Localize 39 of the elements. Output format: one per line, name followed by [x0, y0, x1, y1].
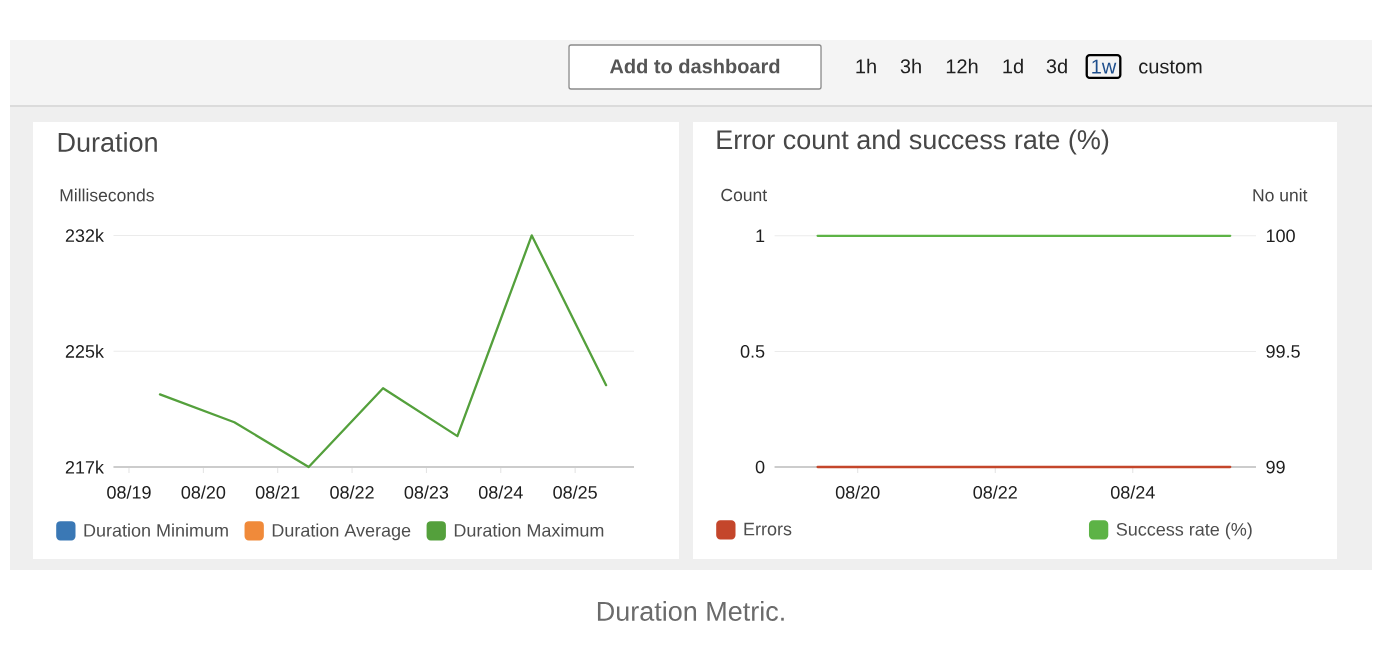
y2-tick-label: 99.5: [1266, 345, 1300, 358]
text: Add to dashboard: [609, 58, 780, 74]
text: 3h: [900, 58, 921, 74]
y-tick-label: 0: [755, 460, 765, 474]
legend-label: Duration Minimum: [84, 523, 228, 537]
text: 3d: [1046, 58, 1067, 74]
legend-label: Success rate (%): [1116, 522, 1252, 540]
text: custom: [1139, 60, 1202, 74]
y-tick-label: 217k: [65, 460, 104, 474]
y2-axis-title: No unit: [1253, 188, 1308, 202]
y-axis-title: Count: [721, 188, 767, 202]
legend-label: Duration Maximum: [454, 523, 604, 537]
x-tick-label: 08/20: [181, 485, 226, 499]
legend-label: Duration Average: [272, 523, 411, 541]
text: 12h: [946, 58, 978, 74]
text: 1d: [1003, 58, 1023, 74]
chart-title: Error count and success rate (%): [717, 129, 1109, 155]
y2-tick-label: 99: [1266, 460, 1285, 474]
x-tick-label: 08/22: [330, 485, 374, 499]
y2-tick-label: 100: [1266, 229, 1295, 243]
x-tick-label: 08/24: [1110, 485, 1155, 499]
x-tick-label: 08/23: [404, 485, 449, 499]
y-axis-title: Milliseconds: [60, 188, 154, 202]
chart-title: Duration: [58, 132, 157, 152]
x-tick-label: 08/20: [835, 485, 880, 499]
y-tick-label: 0.5: [740, 345, 765, 358]
y-tick-label: 225k: [65, 344, 104, 358]
x-tick-label: 08/21: [255, 485, 300, 499]
text: Duration Metric.: [597, 601, 784, 621]
x-tick-label: 08/19: [107, 485, 151, 499]
x-tick-label: 08/22: [973, 485, 1017, 499]
x-tick-label: 08/24: [478, 485, 523, 499]
text: 1h: [856, 58, 876, 74]
x-tick-label: 08/25: [553, 485, 597, 499]
y-tick-label: 232k: [65, 228, 104, 243]
y-tick-label: 1: [756, 229, 765, 242]
text: 1w: [1092, 59, 1117, 74]
legend-label: Errors: [744, 522, 792, 536]
line-series: [158, 234, 608, 469]
